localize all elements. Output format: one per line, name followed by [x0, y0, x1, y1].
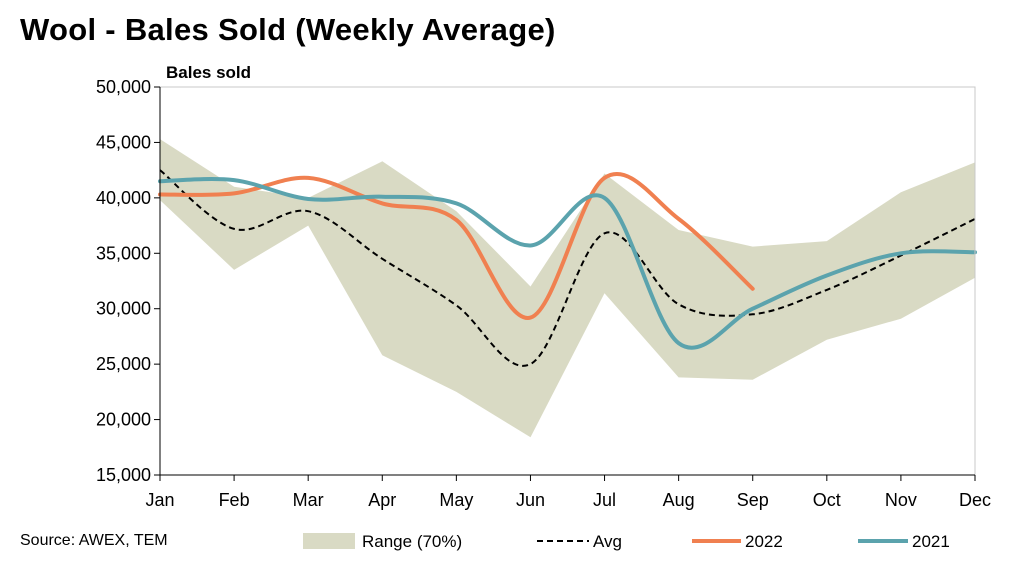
- y-tick-label: 20,000: [96, 410, 151, 430]
- x-tick-label: Sep: [737, 490, 769, 510]
- y-tick-label: 40,000: [96, 188, 151, 208]
- x-tick-label: Feb: [219, 490, 250, 510]
- x-tick-label: Jul: [593, 490, 616, 510]
- x-tick-label: Aug: [663, 490, 695, 510]
- y-tick-label: 30,000: [96, 299, 151, 319]
- x-tick-label: May: [439, 490, 473, 510]
- y-tick-label: 35,000: [96, 243, 151, 263]
- legend-label-avg: Avg: [593, 532, 622, 551]
- x-tick-label: Jan: [145, 490, 174, 510]
- x-tick-label: Nov: [885, 490, 917, 510]
- legend-label-2021: 2021: [912, 532, 950, 551]
- legend-label-2022: 2022: [745, 532, 783, 551]
- y-tick-label: 45,000: [96, 132, 151, 152]
- y-tick-label: 25,000: [96, 354, 151, 374]
- y-axis-label: Bales sold: [166, 63, 251, 82]
- x-tick-label: Oct: [813, 490, 841, 510]
- series-line-avg: [159, 169, 976, 367]
- series-line-2021: [158, 177, 977, 350]
- range-band: [160, 139, 975, 438]
- series-line-2022: [158, 171, 755, 320]
- x-tick-label: Jun: [516, 490, 545, 510]
- y-tick-label: 50,000: [96, 77, 151, 97]
- x-tick-label: Dec: [959, 490, 991, 510]
- source-note: Source: AWEX, TEM: [20, 532, 168, 549]
- legend-swatch-range: [303, 533, 355, 549]
- x-tick-label: Apr: [368, 490, 396, 510]
- y-tick-label: 15,000: [96, 465, 151, 485]
- chart-title: Wool - Bales Sold (Weekly Average): [20, 12, 556, 47]
- x-tick-label: Mar: [293, 490, 324, 510]
- legend-label-range: Range (70%): [362, 532, 462, 551]
